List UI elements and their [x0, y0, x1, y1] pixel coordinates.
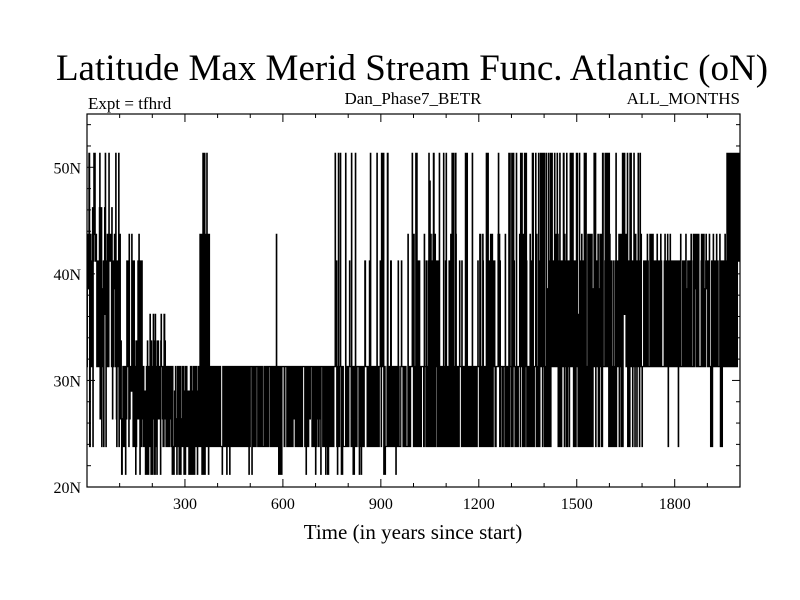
axes: 300 600 900 1200 1500 1800 20N 30N 40N 50N — [53, 113, 741, 513]
x-tick-label-1800: 1800 — [659, 496, 691, 513]
x-axis-label: Time (in years since start) — [304, 520, 523, 544]
run-name-label: Dan_Phase7_BETR — [345, 89, 483, 108]
experiment-label: Expt = tfhrd — [88, 94, 172, 113]
x-tick-label-600: 600 — [271, 496, 295, 513]
x-tick-label-300: 300 — [173, 496, 197, 513]
chart-title: Latitude Max Merid Stream Func. Atlantic… — [56, 48, 768, 89]
x-tick-label-1500: 1500 — [561, 496, 593, 513]
series-line-0 — [86, 152, 741, 475]
y-tick-label-50: 50N — [53, 160, 81, 177]
months-label: ALL_MONTHS — [627, 89, 740, 108]
plot-area — [86, 152, 741, 475]
y-tick-label-40: 40N — [53, 267, 81, 284]
x-tick-label-1200: 1200 — [463, 496, 495, 513]
y-tick-label-30: 30N — [53, 373, 81, 390]
y-tick-label-20: 20N — [53, 480, 81, 497]
x-tick-label-900: 900 — [369, 496, 393, 513]
